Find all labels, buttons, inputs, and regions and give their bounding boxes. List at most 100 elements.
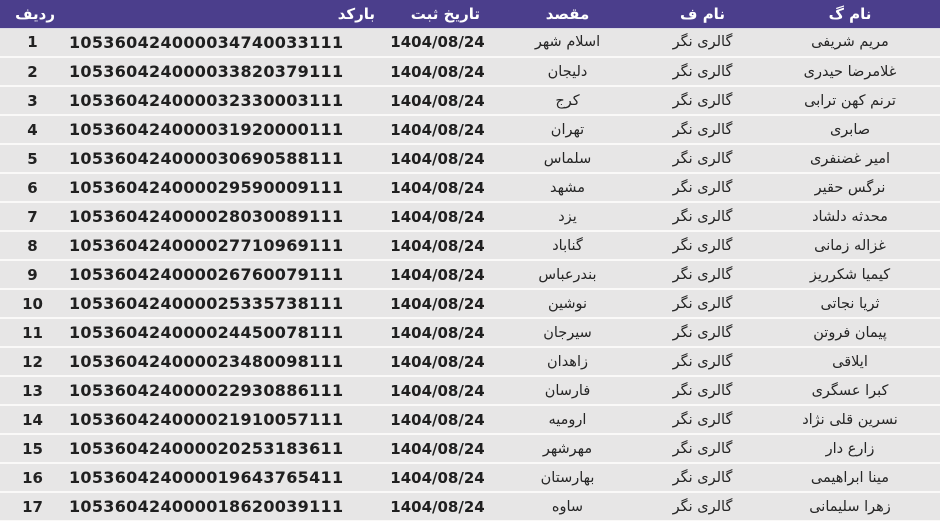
cell-register-date: 1404/08/24 bbox=[385, 405, 490, 435]
cell-barcode: 105360424000029590009111 bbox=[65, 173, 385, 203]
cell-name-g: کبرا عسگری bbox=[760, 376, 940, 406]
cell-barcode: 105360424000027710969111 bbox=[65, 231, 385, 261]
cell-row-number: 11 bbox=[0, 318, 65, 348]
cell-destination: تهران bbox=[490, 115, 645, 145]
cell-name-g: غزاله زمانی bbox=[760, 231, 940, 261]
cell-barcode: 105360424000024450078111 bbox=[65, 318, 385, 348]
cell-name-g: محدثه دلشاد bbox=[760, 202, 940, 232]
cell-barcode: 105360424000026760079111 bbox=[65, 260, 385, 290]
table-row: ترنم کهن ترابی گالری نگر کرج 1404/08/24 … bbox=[0, 86, 940, 116]
cell-register-date: 1404/08/24 bbox=[385, 57, 490, 87]
cell-row-number: 4 bbox=[0, 115, 65, 145]
cell-row-number: 6 bbox=[0, 173, 65, 203]
cell-name-g: امیر غضنفری bbox=[760, 144, 940, 174]
cell-name-f: گالری نگر bbox=[645, 405, 760, 435]
cell-register-date: 1404/08/24 bbox=[385, 86, 490, 116]
cell-name-f: گالری نگر bbox=[645, 144, 760, 174]
cell-name-f: گالری نگر bbox=[645, 231, 760, 261]
header-register-date: تاریخ ثبت bbox=[385, 0, 490, 29]
cell-destination: کرج bbox=[490, 86, 645, 116]
table-row: مریم شریفی گالری نگر اسلام شهر 1404/08/2… bbox=[0, 28, 940, 58]
header-barcode: بارکد bbox=[65, 0, 385, 29]
header-name-f: نام ف bbox=[645, 0, 760, 29]
cell-register-date: 1404/08/24 bbox=[385, 318, 490, 348]
cell-register-date: 1404/08/24 bbox=[385, 434, 490, 464]
cell-name-g: زارع دار bbox=[760, 434, 940, 464]
cell-register-date: 1404/08/24 bbox=[385, 376, 490, 406]
cell-name-g: مریم شریفی bbox=[760, 28, 940, 58]
cell-destination: نوشین bbox=[490, 289, 645, 319]
header-destination: مقصد bbox=[490, 0, 645, 29]
table-row: کیمیا شکرریز گالری نگر بندرعباس 1404/08/… bbox=[0, 260, 940, 290]
cell-row-number: 9 bbox=[0, 260, 65, 290]
cell-name-g: صابری bbox=[760, 115, 940, 145]
cell-barcode: 105360424000031920000111 bbox=[65, 115, 385, 145]
cell-name-g: پیمان فروتن bbox=[760, 318, 940, 348]
cell-register-date: 1404/08/24 bbox=[385, 260, 490, 290]
cell-register-date: 1404/08/24 bbox=[385, 202, 490, 232]
cell-name-g: نسرین قلی نژاد bbox=[760, 405, 940, 435]
cell-name-f: گالری نگر bbox=[645, 463, 760, 493]
cell-name-f: گالری نگر bbox=[645, 260, 760, 290]
cell-barcode: 105360424000032330003111 bbox=[65, 86, 385, 116]
cell-name-f: گالری نگر bbox=[645, 376, 760, 406]
table-row: محدثه دلشاد گالری نگر یزد 1404/08/24 105… bbox=[0, 202, 940, 232]
table-row: کبرا عسگری گالری نگر فارسان 1404/08/24 1… bbox=[0, 376, 940, 406]
cell-register-date: 1404/08/24 bbox=[385, 347, 490, 377]
cell-name-f: گالری نگر bbox=[645, 57, 760, 87]
cell-register-date: 1404/08/24 bbox=[385, 28, 490, 58]
cell-register-date: 1404/08/24 bbox=[385, 173, 490, 203]
cell-destination: یزد bbox=[490, 202, 645, 232]
cell-barcode: 105360424000018620039111 bbox=[65, 492, 385, 521]
cell-register-date: 1404/08/24 bbox=[385, 115, 490, 145]
cell-barcode: 105360424000023480098111 bbox=[65, 347, 385, 377]
cell-barcode: 105360424000019643765411 bbox=[65, 463, 385, 493]
cell-row-number: 14 bbox=[0, 405, 65, 435]
table-row: زهرا سلیمانی گالری نگر ساوه 1404/08/24 1… bbox=[0, 492, 940, 521]
cell-destination: اسلام شهر bbox=[490, 28, 645, 58]
table-body: مریم شریفی گالری نگر اسلام شهر 1404/08/2… bbox=[0, 28, 940, 521]
cell-barcode: 105360424000028030089111 bbox=[65, 202, 385, 232]
cell-name-g: کیمیا شکرریز bbox=[760, 260, 940, 290]
cell-row-number: 12 bbox=[0, 347, 65, 377]
table-row: ثریا نجاتی گالری نگر نوشین 1404/08/24 10… bbox=[0, 289, 940, 319]
cell-barcode: 105360424000033820379111 bbox=[65, 57, 385, 87]
cell-register-date: 1404/08/24 bbox=[385, 289, 490, 319]
cell-name-g: ایلاقی bbox=[760, 347, 940, 377]
cell-destination: فارسان bbox=[490, 376, 645, 406]
cell-destination: گناباد bbox=[490, 231, 645, 261]
cell-name-f: گالری نگر bbox=[645, 86, 760, 116]
cell-destination: بهارستان bbox=[490, 463, 645, 493]
table-row: غزاله زمانی گالری نگر گناباد 1404/08/24 … bbox=[0, 231, 940, 261]
cell-name-g: غلامرضا حیدری bbox=[760, 57, 940, 87]
cell-name-g: زهرا سلیمانی bbox=[760, 492, 940, 521]
cell-name-g: مینا ابراهیمی bbox=[760, 463, 940, 493]
cell-destination: دلیجان bbox=[490, 57, 645, 87]
header-row: نام گ نام ف مقصد تاریخ ثبت بارکد ردیف bbox=[0, 0, 940, 29]
cell-row-number: 7 bbox=[0, 202, 65, 232]
cell-barcode: 105360424000020253183611 bbox=[65, 434, 385, 464]
cell-name-f: گالری نگر bbox=[645, 115, 760, 145]
cell-row-number: 8 bbox=[0, 231, 65, 261]
table-row: نرگس حقیر گالری نگر مشهد 1404/08/24 1053… bbox=[0, 173, 940, 203]
cell-name-f: گالری نگر bbox=[645, 318, 760, 348]
table-row: نسرین قلی نژاد گالری نگر ارومیه 1404/08/… bbox=[0, 405, 940, 435]
cell-row-number: 16 bbox=[0, 463, 65, 493]
table-row: ایلاقی گالری نگر زاهدان 1404/08/24 10536… bbox=[0, 347, 940, 377]
table-row: امیر غضنفری گالری نگر سلماس 1404/08/24 1… bbox=[0, 144, 940, 174]
cell-row-number: 17 bbox=[0, 492, 65, 521]
cell-name-f: گالری نگر bbox=[645, 434, 760, 464]
cell-row-number: 2 bbox=[0, 57, 65, 87]
cell-register-date: 1404/08/24 bbox=[385, 231, 490, 261]
cell-destination: مشهد bbox=[490, 173, 645, 203]
cell-name-f: گالری نگر bbox=[645, 492, 760, 521]
cell-barcode: 105360424000030690588111 bbox=[65, 144, 385, 174]
cell-row-number: 13 bbox=[0, 376, 65, 406]
cell-barcode: 105360424000025335738111 bbox=[65, 289, 385, 319]
table-row: غلامرضا حیدری گالری نگر دلیجان 1404/08/2… bbox=[0, 57, 940, 87]
cell-name-f: گالری نگر bbox=[645, 28, 760, 58]
cell-destination: سلماس bbox=[490, 144, 645, 174]
cell-row-number: 10 bbox=[0, 289, 65, 319]
